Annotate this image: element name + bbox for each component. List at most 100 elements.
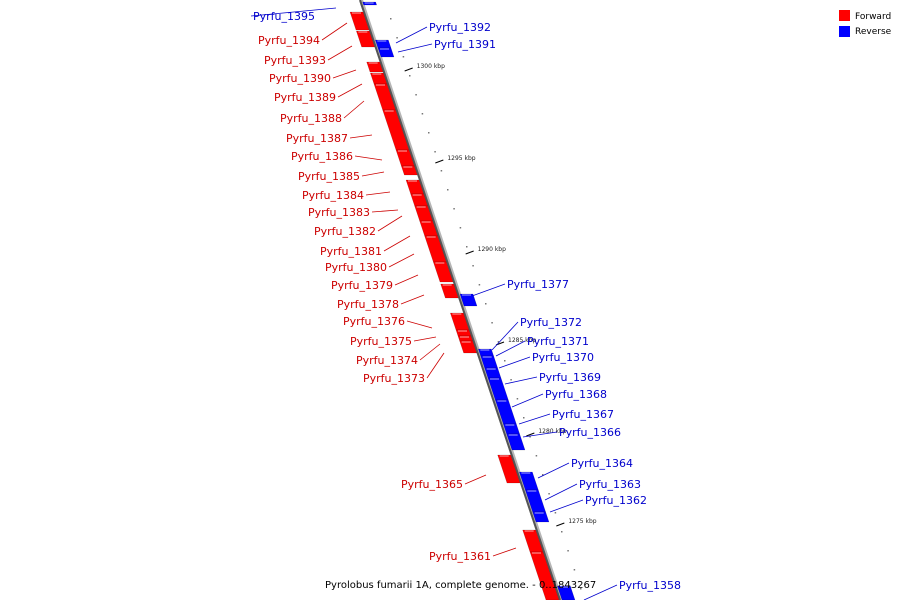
reference-dot [415, 94, 417, 96]
gene-label[interactable]: Pyrfu_1380 [325, 261, 387, 274]
label-leader-line [361, 171, 385, 177]
forward-gene-block[interactable] [349, 11, 370, 31]
gene-label[interactable]: Pyrfu_1385 [298, 170, 360, 183]
reference-dot [409, 75, 411, 77]
gene-label[interactable]: Pyrfu_1371 [527, 335, 589, 348]
gene-label[interactable]: Pyrfu_1378 [337, 298, 399, 311]
label-leader-line [400, 294, 425, 305]
label-leader-line [394, 274, 419, 286]
gene-label[interactable]: Pyrfu_1368 [545, 388, 607, 401]
reference-dot [567, 550, 569, 552]
label-leader-line [354, 155, 383, 161]
forward-gene-block[interactable] [459, 340, 478, 354]
genome-caption: Pyrolobus fumarii 1A, complete genome. -… [325, 580, 596, 591]
gene-label[interactable]: Pyrfu_1391 [434, 38, 496, 51]
gene-label[interactable]: Pyrfu_1375 [350, 335, 412, 348]
gene-label[interactable]: Pyrfu_1393 [264, 54, 326, 67]
reference-dot [421, 113, 424, 115]
reference-dots [390, 18, 582, 590]
genome-backbone [359, 0, 563, 600]
reverse-gene-block[interactable] [459, 293, 478, 307]
label-leader-line [491, 321, 519, 351]
forward-gene-block[interactable] [400, 165, 418, 176]
kbp-tick-mark [465, 250, 474, 255]
forward-gene-block[interactable] [432, 261, 454, 283]
gene-label[interactable]: Pyrfu_1363 [579, 478, 641, 491]
gene-label[interactable]: Pyrfu_1394 [258, 34, 320, 47]
gene-labels: Pyrfu_1395 Pyrfu_1394 Pyrfu_1393 Pyrfu_1392… [253, 10, 681, 592]
gene-label[interactable]: Pyrfu_1367 [552, 408, 614, 421]
gene-label[interactable]: Pyrfu_1381 [320, 245, 382, 258]
forward-gene-block[interactable] [529, 551, 560, 600]
label-leader-line [419, 343, 441, 361]
label-leader-line [395, 26, 428, 44]
gene-label[interactable]: Pyrfu_1395 [253, 10, 315, 23]
reference-dot [485, 303, 487, 305]
gene-label[interactable]: Pyrfu_1392 [429, 21, 491, 34]
label-leader-line [343, 100, 365, 119]
legend: Forward Reverse [839, 10, 892, 37]
gene-label[interactable]: Pyrfu_1366 [559, 426, 621, 439]
label-leader-line [413, 336, 437, 342]
gene-label[interactable]: Pyrfu_1372 [520, 316, 582, 329]
gene-label[interactable]: Pyrfu_1379 [331, 279, 393, 292]
label-leader-line [406, 320, 433, 329]
reference-dot [453, 208, 455, 210]
gene-label[interactable]: Pyrfu_1362 [585, 494, 647, 507]
reverse-gene-block[interactable] [506, 433, 526, 451]
gene-label[interactable]: Pyrfu_1390 [269, 72, 331, 85]
label-leader-line [544, 483, 578, 501]
label-leader-lines [250, 7, 618, 600]
gene-label[interactable]: Pyrfu_1361 [429, 550, 491, 563]
label-leader-line [327, 45, 353, 61]
reference-dot [516, 398, 519, 400]
gene-label[interactable]: Pyrfu_1382 [314, 225, 376, 238]
reference-dot [554, 512, 557, 514]
reference-dot [497, 341, 500, 343]
reference-dot [491, 322, 493, 324]
gene-label[interactable]: Pyrfu_1383 [308, 206, 370, 219]
reverse-gene-block[interactable] [556, 585, 576, 600]
legend-reverse-swatch [839, 26, 850, 37]
forward-gene-block[interactable] [355, 30, 376, 48]
gene-label[interactable]: Pyrfu_1369 [539, 371, 601, 384]
gene-label[interactable]: Pyrfu_1374 [356, 354, 418, 367]
label-leader-line [511, 393, 544, 408]
reverse-gene-block[interactable] [377, 47, 395, 58]
label-leader-line [522, 431, 558, 438]
kbp-tick-mark [404, 67, 413, 72]
forward-gene-block[interactable] [497, 454, 521, 484]
gene-label[interactable]: Pyrfu_1358 [619, 579, 681, 592]
label-leader-line [377, 215, 403, 232]
reference-dot [523, 417, 525, 419]
label-leader-line [321, 22, 348, 41]
kbp-tick-mark [435, 159, 444, 164]
label-leader-line [365, 191, 391, 196]
gene-label[interactable]: Pyrfu_1387 [286, 132, 348, 145]
gene-label[interactable]: Pyrfu_1389 [274, 91, 336, 104]
reference-dot [510, 379, 512, 381]
gene-label[interactable]: Pyrfu_1386 [291, 150, 353, 163]
forward-gene-block[interactable] [440, 283, 459, 299]
gene-label[interactable]: Pyrfu_1376 [343, 315, 405, 328]
kbp-tick-mark [556, 522, 565, 527]
label-leader-line [349, 134, 373, 139]
gene-label[interactable]: Pyrfu_1373 [363, 372, 425, 385]
backbone-line [359, 0, 561, 600]
reference-dot [542, 474, 544, 476]
gene-label[interactable]: Pyrfu_1388 [280, 112, 342, 125]
reverse-gene-block[interactable] [532, 511, 550, 523]
gene-label[interactable]: Pyrfu_1370 [532, 351, 594, 364]
label-leader-line [426, 352, 445, 379]
reference-dot [580, 588, 582, 590]
label-leader-line [495, 340, 526, 357]
forward-gene-block[interactable] [366, 61, 384, 73]
label-leader-line [549, 499, 584, 513]
gene-label[interactable]: Pyrfu_1364 [571, 457, 633, 470]
reference-dot [396, 37, 398, 39]
gene-label[interactable]: Pyrfu_1365 [401, 478, 463, 491]
gene-label[interactable]: Pyrfu_1377 [507, 278, 569, 291]
label-leader-line [518, 413, 551, 425]
gene-label[interactable]: Pyrfu_1384 [302, 189, 364, 202]
